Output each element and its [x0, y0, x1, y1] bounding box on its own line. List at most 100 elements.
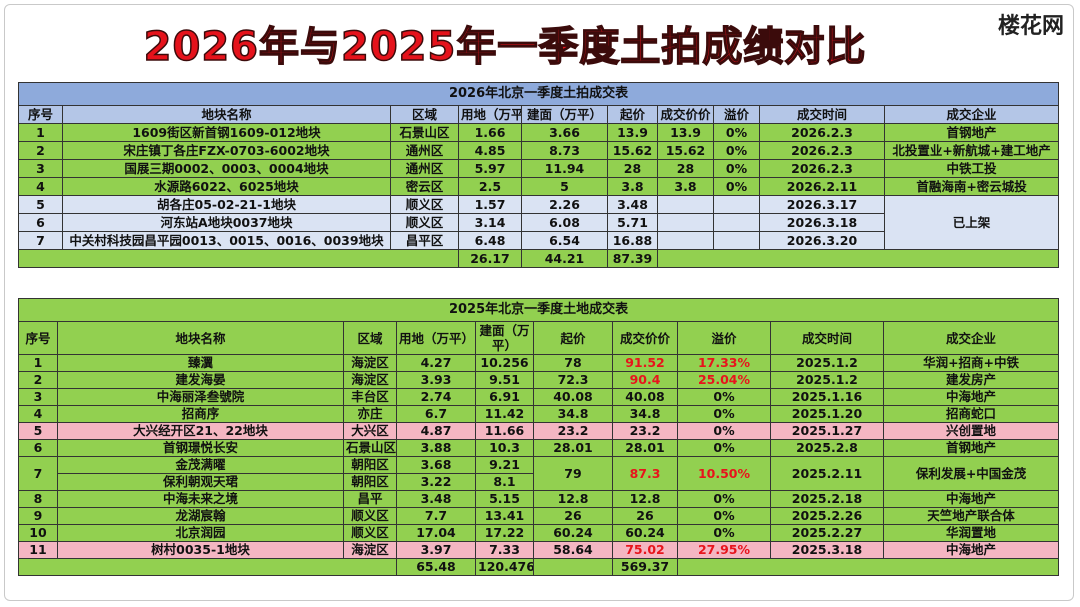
cell: 北京润园	[57, 524, 344, 542]
cell: 0%	[677, 490, 771, 508]
cell: 4	[18, 177, 63, 196]
cell: 中海地产	[882, 541, 1060, 559]
cell: 2025.2.8	[770, 439, 884, 457]
cell: 4.85	[458, 141, 522, 160]
cell: 密云区	[390, 177, 459, 196]
cell: 0%	[713, 141, 760, 160]
cell: 1.66	[458, 123, 522, 142]
column-header: 成交价价	[657, 105, 714, 124]
column-header: 成交价价	[612, 321, 678, 355]
cell: 9.51	[475, 371, 534, 389]
cell: 7.7	[396, 507, 476, 525]
cell: 6.48	[458, 231, 522, 250]
cell: 胡各庄05-02-21-1地块	[62, 195, 391, 214]
column-header: 溢价	[713, 105, 760, 124]
empty-cell	[533, 558, 613, 576]
empty-cell	[713, 213, 760, 232]
cell: 保利发展+中国金茂	[882, 456, 1060, 491]
cell: 1	[18, 354, 58, 372]
frame	[4, 4, 1074, 601]
cell: 10.256	[475, 354, 534, 372]
cell: 3.14	[458, 213, 522, 232]
cell: 顺义区	[343, 507, 397, 525]
cell: 10	[18, 524, 58, 542]
cell: 北投置业+新航城+建工地产	[883, 141, 1060, 160]
cell: 招商蛇口	[882, 405, 1060, 423]
column-header: 区域	[390, 105, 459, 124]
cell: 兴创置地	[882, 422, 1060, 440]
cell: 大兴经开区21、22地块	[57, 422, 344, 440]
cell: 25.04%	[677, 371, 771, 389]
cell: 3.48	[607, 195, 658, 214]
table-title: 2026年北京一季度土拍成交表	[17, 82, 1060, 106]
table-title: 2025年北京一季度土地成交表	[17, 298, 1060, 322]
title-row: 2025年北京一季度土地成交表	[17, 298, 1060, 322]
column-header: 溢价	[677, 321, 771, 355]
cell: 中铁工投	[883, 159, 1060, 178]
column-header: 用地（万平）	[458, 105, 522, 124]
cell: 90.4	[612, 371, 678, 389]
cell: 保利朝观天珺	[57, 473, 344, 491]
cell: 3.22	[396, 473, 476, 491]
cell: 5.15	[475, 490, 534, 508]
cell: 79	[533, 456, 613, 491]
cell: 2.26	[521, 195, 608, 214]
cell: 12.8	[533, 490, 613, 508]
cell: 海淀区	[343, 541, 397, 559]
cell: 河东站A地块0037地块	[62, 213, 391, 232]
cell: 15.62	[607, 141, 658, 160]
cell: 石景山区	[390, 123, 459, 142]
cell: 7.33	[475, 541, 534, 559]
cell: 9	[18, 507, 58, 525]
table-row: 5 胡各庄05-02-21-1地块 顺义区 1.57 2.26 3.48 2026.3.17…	[18, 195, 1060, 250]
cell: 5	[521, 177, 608, 196]
cell: 3	[18, 388, 58, 406]
cell: 7	[18, 231, 63, 250]
cell: 顺义区	[390, 213, 459, 232]
cell: 3	[18, 159, 63, 178]
cell: 海淀区	[343, 371, 397, 389]
cell: 17.04	[396, 524, 476, 542]
page-title: 2026年与2025年一季度土拍成绩对比	[143, 23, 867, 71]
cell: 顺义区	[343, 524, 397, 542]
cell: 7	[18, 456, 58, 491]
cell: 2025.3.18	[770, 541, 884, 559]
empty-cell	[657, 195, 714, 214]
cell: 0%	[677, 388, 771, 406]
total-cell: 44.21	[521, 249, 608, 268]
cell: 23.2	[612, 422, 678, 440]
cell: 0%	[677, 524, 771, 542]
cell: 3.68	[396, 456, 476, 474]
cell: 0%	[677, 405, 771, 423]
cell: 28	[607, 159, 658, 178]
cell: 4.87	[396, 422, 476, 440]
table-2025: 2025年北京一季度土地成交表 序号 地块名称 区域 用地（万平） 建面（万平） 起价 成交价…	[17, 298, 1060, 576]
cell: 通州区	[390, 141, 459, 160]
cell: 龙湖宸翰	[57, 507, 344, 525]
cell: 40.08	[533, 388, 613, 406]
cell: 2026.2.3	[759, 159, 885, 178]
cell: 2.5	[458, 177, 522, 196]
cell: 91.52	[612, 354, 678, 372]
cell: 6	[18, 213, 63, 232]
cell: 首融海南+密云城投	[883, 177, 1060, 196]
cell: 1609街区新首钢1609-012地块	[62, 123, 391, 142]
cell: 中海地产	[882, 388, 1060, 406]
cell: 3.8	[607, 177, 658, 196]
column-header: 用地（万平）	[396, 321, 476, 355]
cell: 2025.1.2	[770, 371, 884, 389]
cell: 首钢璟悦长安	[57, 439, 344, 457]
table-row: 3 中海丽泽叁號院 丰台区 2.74 6.91 40.08 40.08 0% 2025.1.16…	[18, 388, 1060, 406]
cell: 2025.1.20	[770, 405, 884, 423]
cell: 3.66	[521, 123, 608, 142]
cell: 40.08	[612, 388, 678, 406]
cell: 2026.2.11	[759, 177, 885, 196]
cell: 26	[612, 507, 678, 525]
cell: 0%	[713, 159, 760, 178]
table-row: 1 臻瀷 海淀区 4.27 10.256 78 91.52 17.33% 2025.1.2 华润+…	[18, 354, 1060, 372]
cell: 6.54	[521, 231, 608, 250]
table-row: 9 龙湖宸翰 顺义区 7.7 13.41 26 26 0% 2025.2.26 天竺地产联合体	[18, 507, 1060, 525]
cell: 26	[533, 507, 613, 525]
table-row: 10 北京润园 顺义区 17.04 17.22 60.24 60.24 0% 2025.2.27…	[18, 524, 1060, 542]
cell: 8.73	[521, 141, 608, 160]
